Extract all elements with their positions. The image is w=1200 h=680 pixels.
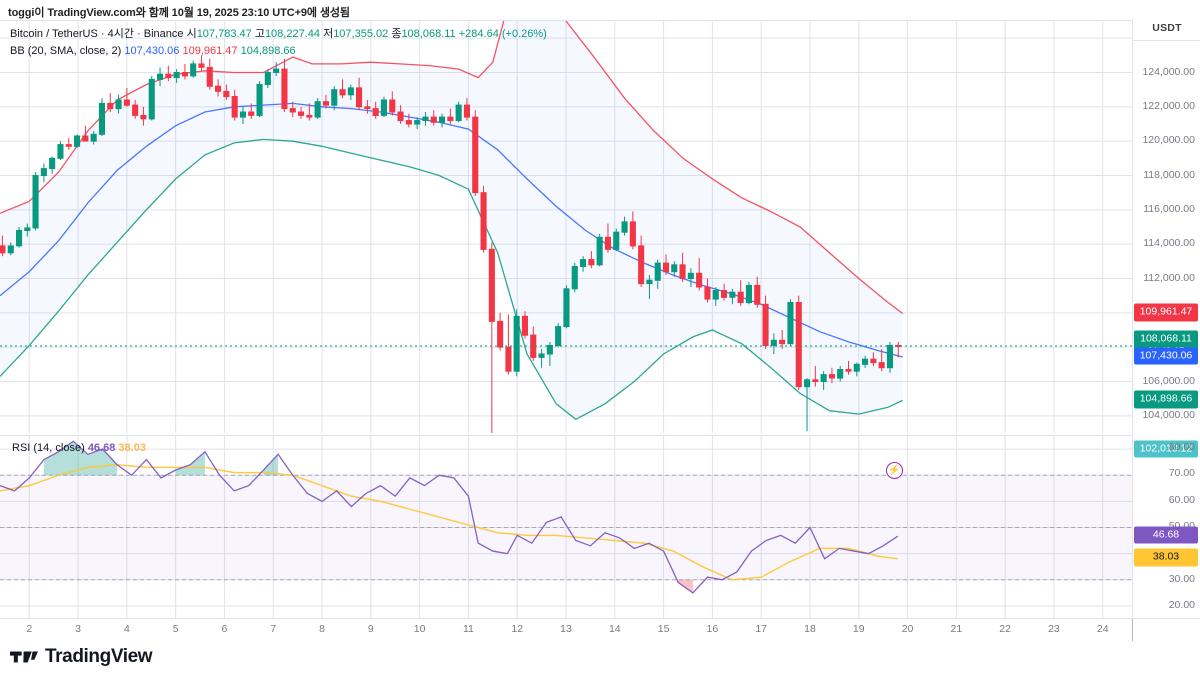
price-tick-label: 124,000.00 <box>1142 65 1195 78</box>
price-badge[interactable]: 107,430.06 <box>1134 347 1198 365</box>
rsi-tick-label: 70.00 <box>1168 467 1195 480</box>
time-tick-label: 14 <box>608 623 621 635</box>
time-tick-label: 24 <box>1096 623 1109 635</box>
time-tick-label: 21 <box>950 623 963 635</box>
time-tick-label: 17 <box>755 623 768 635</box>
time-tick-label: 18 <box>804 623 816 635</box>
rsi-badge[interactable]: 46.68 <box>1134 526 1198 544</box>
time-tick-label: 22 <box>999 623 1011 635</box>
time-tick-label: 23 <box>1048 623 1060 635</box>
time-tick-label: 10 <box>413 623 426 635</box>
time-tick-label: 11 <box>462 623 474 635</box>
price-tick-label: 104,000.00 <box>1142 408 1195 421</box>
price-tick-label: 116,000.00 <box>1143 202 1195 215</box>
time-tick-label: 19 <box>852 623 865 635</box>
price-tick-label: 120,000.00 <box>1142 134 1195 147</box>
time-tick-label: 8 <box>319 623 325 635</box>
time-tick-label: 7 <box>270 623 277 635</box>
time-axis-divider <box>1132 619 1133 641</box>
rsi-badge[interactable]: 38.03 <box>1134 548 1198 567</box>
rsi-tick-label: 60.00 <box>1168 493 1195 506</box>
chart-frame: Bitcoin / TetherUS · 4시간 · Binance 시107,… <box>0 20 1200 638</box>
time-tick-label: 3 <box>75 623 81 635</box>
plot-area[interactable] <box>0 21 1132 619</box>
axis-unit-divider <box>1133 40 1200 41</box>
price-chart-svg <box>0 21 1132 433</box>
time-tick-label: 4 <box>123 623 130 635</box>
price-tick-label: 118,000.00 <box>1143 168 1195 181</box>
attribution-text: toggi이 TradingView.com와 함께 10월 19, 2025 … <box>8 7 350 19</box>
time-tick-label: 13 <box>560 623 572 635</box>
tradingview-logo-icon <box>10 651 38 663</box>
time-tick-label: 15 <box>657 623 670 635</box>
tradingview-wordmark: TradingView <box>45 646 153 667</box>
time-axis[interactable]: 2 3 4 5 6 7 8 9 10 11 12 13 14 15 16 17 18 19 20 21 22 23 24 <box>0 618 1200 641</box>
time-tick-label: 2 <box>26 623 33 635</box>
time-tick-label: 20 <box>901 623 914 635</box>
time-tick-label: 6 <box>221 623 228 635</box>
time-tick-label: 16 <box>706 623 719 635</box>
rsi-tick-label: 80.00 <box>1168 441 1195 454</box>
time-tick-label: 5 <box>172 623 179 635</box>
price-axis-unit: USDT <box>1152 22 1182 34</box>
price-tick-label: 106,000.00 <box>1142 374 1195 387</box>
price-badge[interactable]: 104,898.66 <box>1134 390 1198 408</box>
price-tick-label: 122,000.00 <box>1142 99 1195 112</box>
rsi-tick-label: 20.00 <box>1168 598 1195 611</box>
lightning-bolt-icon[interactable]: ⚡ <box>885 462 903 480</box>
price-axis[interactable]: USDT 124,000.00 122,000.00 120,000.00 118,0… <box>1132 20 1200 638</box>
price-tick-label: 112,000.00 <box>1143 271 1195 284</box>
footer-branding: TradingView <box>10 646 153 668</box>
price-badge[interactable]: 109,961.47 <box>1134 303 1198 322</box>
rsi-pane[interactable] <box>0 435 1132 619</box>
price-badge[interactable]: 102,013.12 <box>1134 440 1198 458</box>
rsi-chart-svg <box>0 436 1132 619</box>
time-tick-label: 9 <box>367 623 374 635</box>
price-pane[interactable] <box>0 21 1132 433</box>
time-tick-label: 12 <box>511 623 524 635</box>
price-tick-label: 114,000.00 <box>1143 237 1195 250</box>
rsi-tick-label: 30.00 <box>1168 572 1195 585</box>
